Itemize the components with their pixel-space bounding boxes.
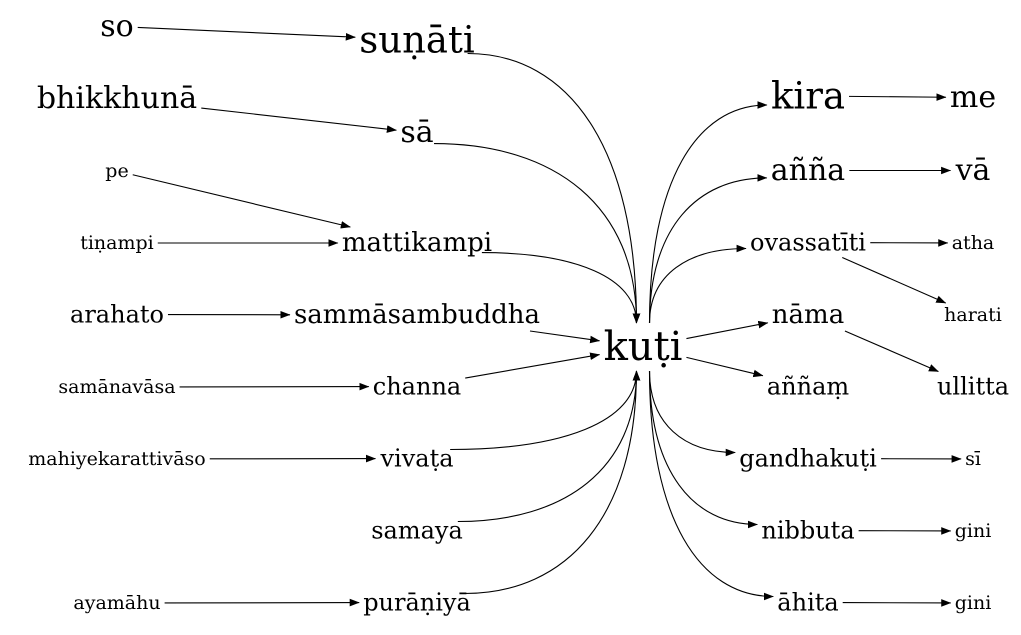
node-harati: harati — [944, 304, 1002, 326]
edge-sa-to-kuti — [434, 143, 641, 324]
edge-kuti-to-kira — [648, 101, 768, 324]
edge-ovassatiti-to-harati — [842, 256, 947, 304]
node-ayamahu: ayamāhu — [73, 592, 160, 614]
edge-layer — [132, 26, 962, 607]
node-puraniya: purāṇiyā — [363, 589, 471, 617]
node-nama: nāma — [772, 300, 844, 330]
node-ullitta: ullitta — [937, 373, 1009, 401]
node-sunati: suṇāti — [359, 19, 474, 62]
node-ovassatiti: ovassatīti — [750, 229, 866, 257]
edge-kira-to-me — [848, 93, 947, 101]
edge-kuti-to-gandhakuti — [648, 370, 736, 457]
edge-kuti-to-nama — [686, 320, 769, 340]
node-so: so — [100, 9, 133, 44]
edge-kuti-to-anna — [648, 174, 768, 324]
node-sa: sā — [400, 115, 433, 150]
node-nibbuta: nibbuta — [761, 517, 854, 545]
edge-vivata-to-kuti — [450, 370, 641, 451]
edge-kuti-to-ovassatiti — [648, 244, 747, 324]
edge-puraniya-to-kuti — [464, 370, 641, 595]
node-gandhakuti: gandhakuṭi — [739, 445, 877, 473]
edge-channa-to-kuti — [465, 352, 601, 379]
node-bhikkhuna: bhikkhunā — [37, 81, 197, 116]
node-tinampi: tiṇampi — [80, 232, 154, 254]
node-arahato: arahato — [70, 301, 164, 329]
edge-sammasambuddha-to-kuti — [529, 330, 601, 344]
node-channa: channa — [373, 373, 461, 401]
edge-mattikampi-to-kuti — [481, 252, 641, 324]
node-kuti: kuṭi — [604, 324, 683, 370]
node-va: vā — [955, 153, 991, 188]
node-kira: kira — [771, 75, 845, 118]
node-mahiyekarattivaso: mahiyekarattivāso — [28, 448, 206, 470]
node-gini-1: gini — [955, 520, 992, 542]
node-samaya: samaya — [371, 517, 463, 545]
node-ahita: āhita — [777, 589, 838, 617]
node-pe: pe — [105, 160, 128, 182]
node-mattikampi: mattikampi — [342, 228, 492, 258]
node-si: sī — [965, 448, 981, 470]
node-gini-2: gini — [955, 592, 992, 614]
edge-kuti-to-annam — [686, 356, 764, 378]
edge-bhikkhuna-to-sa — [201, 107, 397, 133]
node-samanavasa: samānavāsa — [58, 376, 175, 398]
edge-so-to-sunati — [137, 26, 356, 41]
edge-kuti-to-nibbuta — [648, 370, 758, 529]
edge-pe-to-mattikampi — [132, 174, 351, 229]
node-vivata: vivaṭa — [379, 445, 453, 473]
node-sammasambuddha: sammāsambuddha — [294, 300, 540, 330]
node-atha: atha — [952, 232, 995, 254]
node-me: me — [950, 80, 996, 115]
node-annam: aññaṃ — [767, 373, 850, 401]
edge-nama-to-ullitta — [844, 330, 939, 373]
node-anna: añña — [771, 153, 846, 188]
node-layer: so suṇāti bhikkhunā sā pe tiṇampi mattik… — [28, 9, 1009, 617]
edge-sunati-to-kuti — [467, 52, 641, 324]
edge-kuti-to-ahita — [648, 370, 774, 601]
edge-samaya-to-kuti — [457, 370, 641, 523]
